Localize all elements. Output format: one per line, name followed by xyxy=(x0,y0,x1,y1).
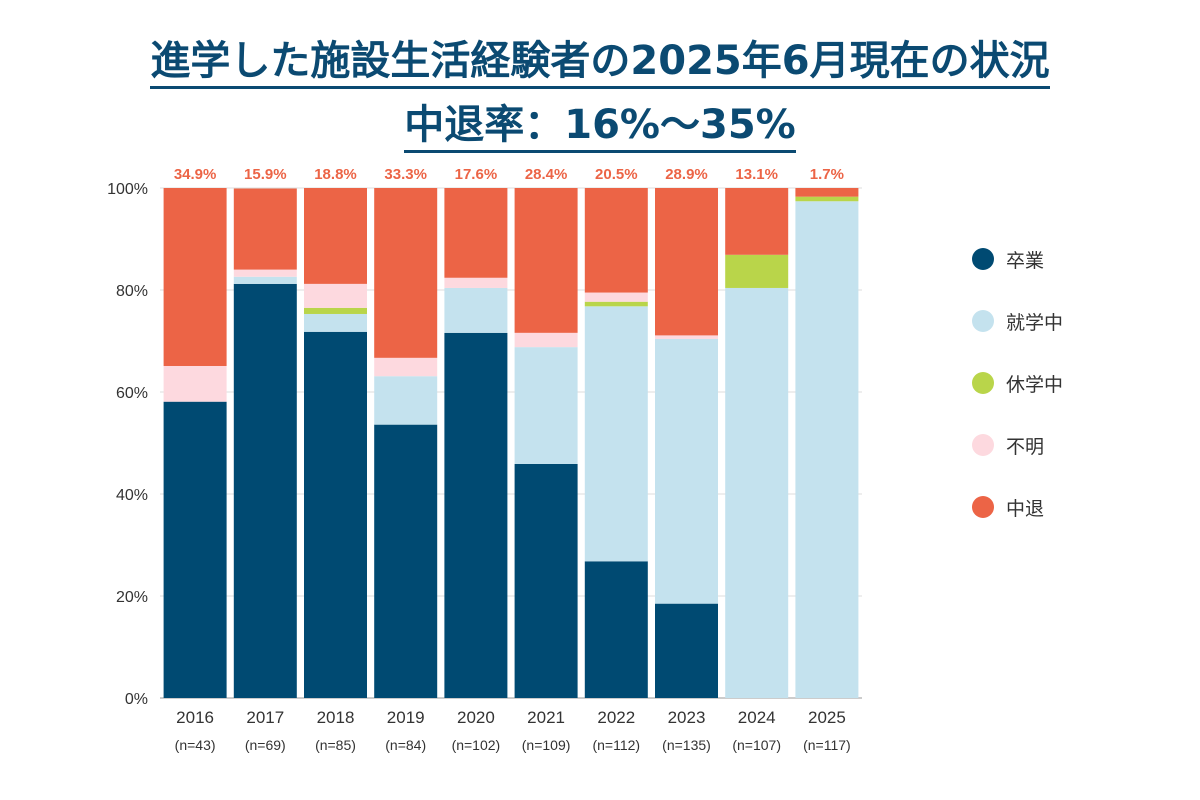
bar-segment-2019-不明 xyxy=(374,357,438,377)
x-tick-sublabel: (n=109) xyxy=(522,737,571,753)
bar-segment-2018-卒業 xyxy=(304,331,367,698)
legend-label: 休学中 xyxy=(1006,373,1064,396)
x-tick-label: 2022 xyxy=(597,708,635,727)
bar-segment-2019-就学中 xyxy=(374,376,438,425)
legend-label: 就学中 xyxy=(1006,311,1064,334)
bar-segment-2024-就学中 xyxy=(725,287,789,698)
legend-swatch xyxy=(972,310,994,332)
x-tick-sublabel: (n=102) xyxy=(452,737,501,753)
legend-item: 休学中 xyxy=(972,352,1063,414)
x-tick-label: 2018 xyxy=(317,708,355,727)
x-tick-label: 2016 xyxy=(176,708,214,727)
legend-item: 卒業 xyxy=(972,228,1063,290)
legend-swatch xyxy=(972,372,994,394)
bar-segment-2022-休学中 xyxy=(584,301,648,307)
x-tick-label: 2020 xyxy=(457,708,495,727)
legend-item: 不明 xyxy=(972,414,1063,476)
x-tick-sublabel: (n=84) xyxy=(385,737,426,753)
x-tick-label: 2023 xyxy=(668,708,706,727)
data-label: 28.4% xyxy=(525,166,568,183)
bar-segment-2024-休学中 xyxy=(725,254,789,288)
chart-subtitle: 中退率：16%〜35% xyxy=(0,92,1200,153)
bar-segment-2023-就学中 xyxy=(655,338,718,604)
data-label: 18.8% xyxy=(314,166,357,183)
bar-segment-2018-休学中 xyxy=(304,307,367,314)
legend-swatch xyxy=(972,434,994,456)
bar-segment-2025-就学中 xyxy=(795,201,859,698)
bar-segment-2020-卒業 xyxy=(444,332,508,698)
x-tick-label: 2017 xyxy=(246,708,284,727)
x-tick-sublabel: (n=43) xyxy=(175,737,216,753)
legend-item: 中退 xyxy=(972,476,1063,538)
bar-segment-2018-中退 xyxy=(304,188,367,284)
x-tick-label: 2019 xyxy=(387,708,425,727)
bar-segment-2017-卒業 xyxy=(233,283,297,698)
bar-segment-2016-不明 xyxy=(163,365,227,402)
y-tick-label: 60% xyxy=(116,385,148,402)
y-tick-label: 0% xyxy=(125,691,148,708)
bar-segment-2016-卒業 xyxy=(163,401,227,698)
legend-label: 中退 xyxy=(1006,497,1045,520)
y-tick-label: 40% xyxy=(116,487,148,504)
x-tick-sublabel: (n=117) xyxy=(803,737,851,753)
bar-segment-2020-中退 xyxy=(444,188,508,278)
data-label: 17.6% xyxy=(455,166,498,183)
legend-label: 不明 xyxy=(1006,435,1045,458)
bar-segment-2023-不明 xyxy=(655,335,718,339)
x-tick-label: 2021 xyxy=(527,708,565,727)
legend-swatch xyxy=(972,248,994,270)
bar-segment-2021-就学中 xyxy=(514,347,578,464)
data-label: 28.9% xyxy=(665,166,708,183)
bar-segment-2023-中退 xyxy=(655,188,718,336)
bar-segment-2021-不明 xyxy=(514,332,578,348)
bar-segment-2024-中退 xyxy=(725,188,789,255)
bar-segment-2022-卒業 xyxy=(584,561,648,698)
bar-segment-2021-中退 xyxy=(514,188,578,333)
y-tick-label: 100% xyxy=(107,181,148,198)
bar-segment-2016-中退 xyxy=(163,188,227,366)
data-label: 1.7% xyxy=(810,166,844,183)
bar-segment-2017-中退 xyxy=(233,188,297,270)
bar-segment-2019-卒業 xyxy=(374,424,438,698)
data-label: 20.5% xyxy=(595,166,638,183)
legend-item: 就学中 xyxy=(972,290,1063,352)
x-tick-sublabel: (n=112) xyxy=(592,737,640,753)
data-label: 33.3% xyxy=(384,166,427,183)
x-tick-label: 2024 xyxy=(738,708,776,727)
bar-segment-2017-不明 xyxy=(233,269,297,277)
bar-segment-2018-就学中 xyxy=(304,313,367,332)
x-tick-sublabel: (n=107) xyxy=(732,737,781,753)
bar-segment-2018-不明 xyxy=(304,283,367,308)
bar-segment-2020-就学中 xyxy=(444,287,508,333)
data-label: 34.9% xyxy=(174,166,217,183)
chart-title: 進学した施設生活経験者の2025年6月現在の状況 xyxy=(0,28,1200,89)
bar-segment-2021-卒業 xyxy=(514,463,578,698)
bar-segment-2025-休学中 xyxy=(795,196,859,202)
x-tick-sublabel: (n=85) xyxy=(315,737,356,753)
y-tick-label: 20% xyxy=(116,589,148,606)
data-label: 13.1% xyxy=(735,166,778,183)
bar-segment-2017-就学中 xyxy=(233,276,297,284)
legend: 卒業就学中休学中不明中退 xyxy=(972,228,1063,538)
x-tick-label: 2025 xyxy=(808,708,846,727)
bar-segment-2022-不明 xyxy=(584,292,648,302)
x-tick-sublabel: (n=69) xyxy=(245,737,286,753)
bar-segment-2022-就学中 xyxy=(584,306,648,562)
bar-segment-2025-中退 xyxy=(795,188,859,197)
y-tick-label: 80% xyxy=(116,283,148,300)
bar-segment-2023-卒業 xyxy=(655,603,718,698)
x-tick-sublabel: (n=135) xyxy=(662,737,711,753)
bar-segment-2022-中退 xyxy=(584,188,648,293)
data-label: 15.9% xyxy=(244,166,287,183)
legend-swatch xyxy=(972,496,994,518)
bar-segment-2020-不明 xyxy=(444,277,508,288)
legend-label: 卒業 xyxy=(1006,249,1045,272)
bar-segment-2019-中退 xyxy=(374,188,438,358)
